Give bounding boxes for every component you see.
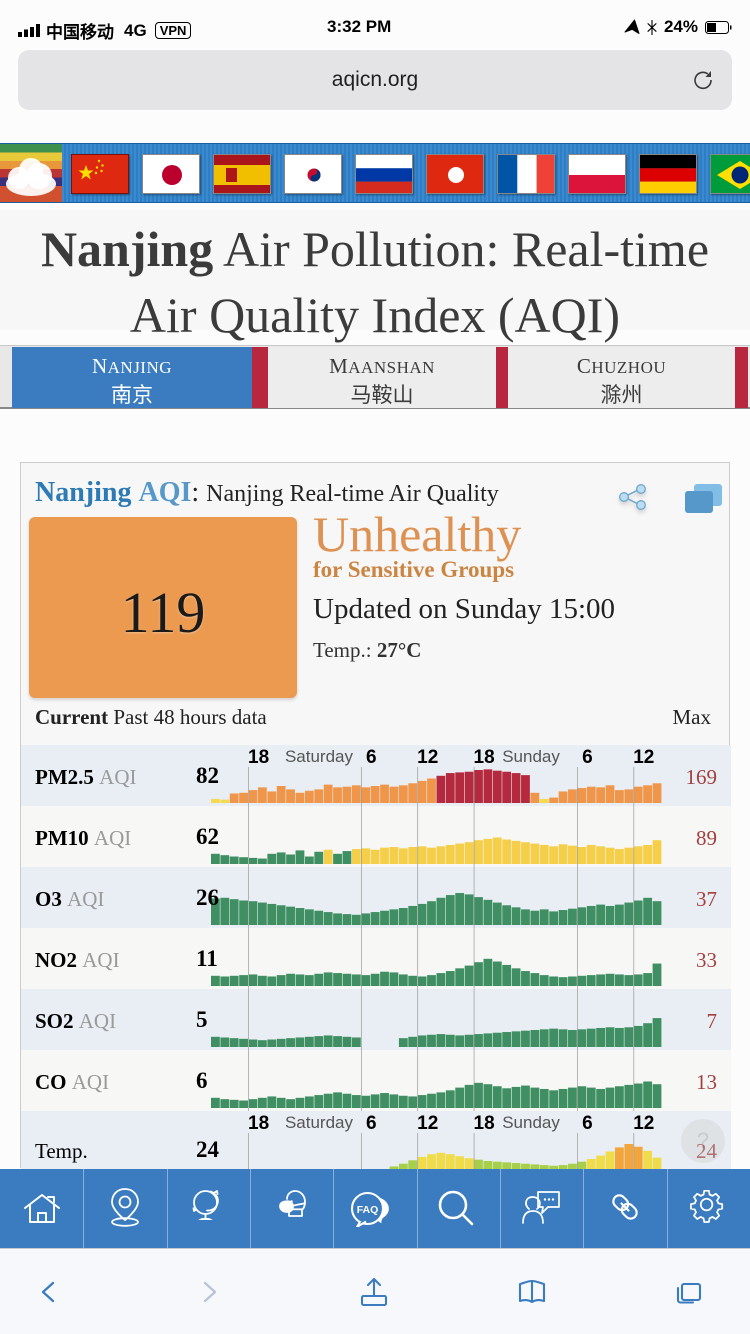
- svg-text:FAQ: FAQ: [357, 1204, 379, 1216]
- svg-text:?: ?: [697, 1128, 709, 1153]
